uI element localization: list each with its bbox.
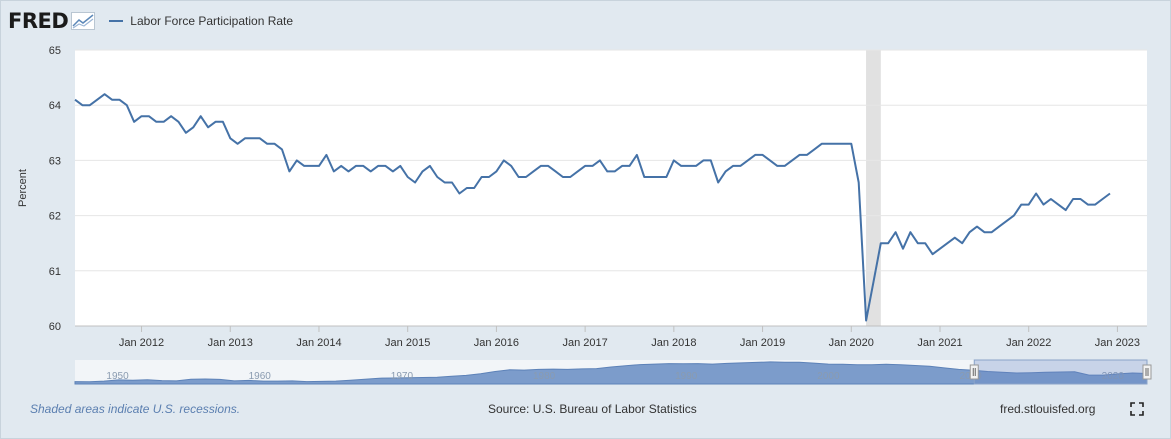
x-tick-label: Jan 2018 [651,337,696,349]
x-tick-label: Jan 2014 [296,337,341,349]
x-tick-label: Jan 2016 [474,337,519,349]
navigator-handle-right[interactable] [1142,364,1152,380]
recession-note: Shaded areas indicate U.S. recessions. [30,402,241,416]
y-tick-label: 64 [49,100,61,112]
navigator-series [74,361,1148,385]
series-path [74,93,1111,322]
x-tick-label: Jan 2019 [740,337,785,349]
plot-area [75,50,1147,326]
source-note: Source: U.S. Bureau of Labor Statistics [488,402,697,416]
x-tick-label: Jan 2015 [385,337,430,349]
x-tick-label: Jan 2013 [208,337,253,349]
y-tick-label: 61 [49,266,61,278]
x-tick-label: Jan 2022 [1006,337,1051,349]
fred-logo-text: FRED [8,9,69,33]
navigator-handle-left[interactable] [969,364,979,380]
legend-swatch [109,20,124,22]
navigator-label: 2020 [1102,371,1125,382]
y-tick-label: 62 [49,211,61,223]
legend-label[interactable]: Labor Force Participation Rate [130,14,294,28]
navigator-label: 1960 [249,371,272,382]
navigator-label: 1980 [533,371,556,382]
y-tick-label: 63 [49,155,61,167]
x-tick-label: Jan 2023 [1095,337,1140,349]
navigator-label: 1970 [391,371,414,382]
range-navigator[interactable]: 19501960197019801990200020102020 [74,359,1152,385]
trend-graph-icon [71,12,96,30]
y-tick-label: 65 [49,45,61,57]
series-line [74,93,1111,322]
y-axis-label: Percent [17,169,29,207]
fred-logo[interactable]: FRED [8,9,96,33]
navigator-selection[interactable] [973,359,1148,385]
x-tick-label: Jan 2012 [119,337,164,349]
x-tick-label: Jan 2021 [917,337,962,349]
recession-shading [866,50,881,326]
fullscreen-icon[interactable] [1130,402,1144,416]
chart-header: FRED Labor Force Participation Rate [8,6,293,36]
x-tick-label: Jan 2020 [829,337,874,349]
legend: Labor Force Participation Rate [109,14,293,28]
y-axis-ticks: 60 61 62 63 64 65 [49,45,61,333]
site-link[interactable]: fred.stlouisfed.org [1000,402,1096,416]
navigator-label: 1950 [106,371,129,382]
x-tick-label: Jan 2017 [562,337,607,349]
navigator-label: 1990 [675,371,698,382]
gridlines [75,49,1147,327]
x-axis-ticks: Jan 2012 Jan 2013 Jan 2014 Jan 2015 Jan 2016… [119,326,1140,349]
recession-band [866,50,881,326]
y-tick-label: 60 [49,321,61,333]
navigator-label: 2000 [817,371,840,382]
